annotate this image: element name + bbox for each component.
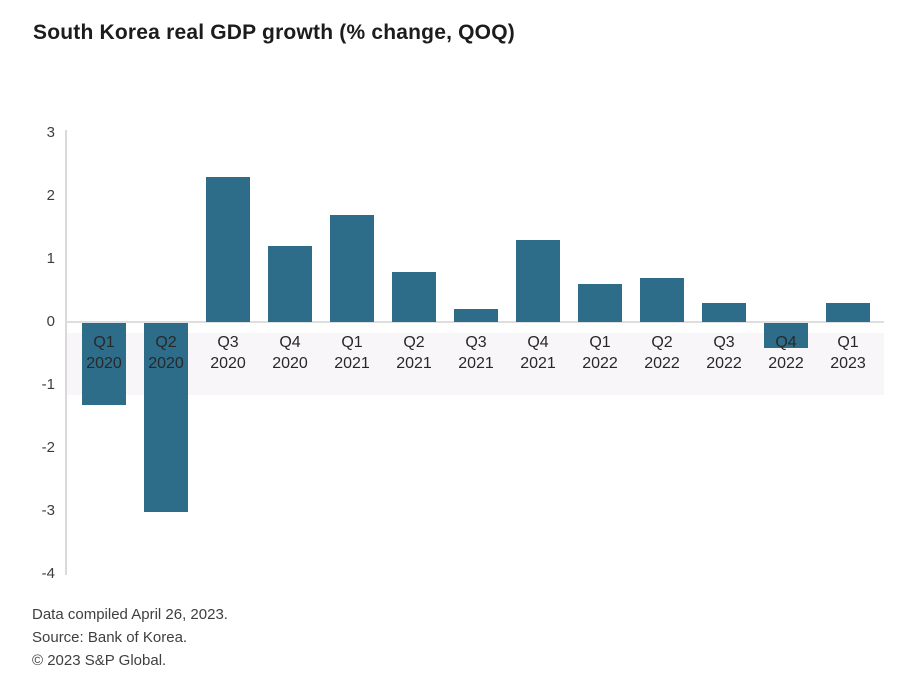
- chart-footer: Data compiled April 26, 2023. Source: Ba…: [32, 603, 228, 672]
- x-axis-label: Q1 2020: [73, 332, 135, 374]
- x-axis-label-year: 2022: [582, 355, 618, 372]
- x-axis-label-year: 2023: [830, 355, 866, 372]
- y-tick-label: 3: [46, 124, 55, 141]
- x-axis-label-quarter: Q2: [155, 334, 177, 351]
- x-axis-label: Q1 2022: [569, 332, 631, 374]
- x-axis-label: Q3 2021: [445, 332, 507, 374]
- bar-q1-2020: [82, 323, 126, 405]
- y-tick-label: -4: [41, 565, 55, 582]
- x-axis-label-year: 2022: [706, 355, 742, 372]
- plot-area: 3 2 1 0 -1 -2 -3 -4 Q1 2020 Q2 2020 Q3 2020 Q4 2020 Q1 20…: [42, 124, 885, 588]
- x-axis-label-year: 2022: [768, 355, 804, 372]
- bar-q1-2021: [330, 214, 374, 322]
- footnote-compiled: Data compiled April 26, 2023.: [32, 606, 228, 623]
- x-axis-label: Q4 2021: [507, 332, 569, 374]
- x-axis-label: Q1 2021: [321, 332, 383, 374]
- bar-q2-2020: [144, 323, 188, 512]
- y-tick-label: 1: [46, 250, 55, 267]
- x-axis-label: Q4 2020: [259, 332, 321, 374]
- bar-q4-2020: [268, 246, 312, 322]
- x-axis-label: Q2 2022: [631, 332, 693, 374]
- x-axis-label-quarter: Q4: [279, 334, 301, 351]
- y-tick-label: -1: [41, 376, 55, 393]
- x-axis-label: Q2 2021: [383, 332, 445, 374]
- y-axis-line: [65, 130, 67, 575]
- x-axis-label-year: 2021: [520, 355, 556, 372]
- x-axis-label-quarter: Q1: [93, 334, 115, 351]
- bar-q1-2022: [578, 284, 622, 322]
- x-axis-label-quarter: Q4: [527, 334, 549, 351]
- x-axis-label-quarter: Q1: [341, 334, 363, 351]
- x-axis-label-quarter: Q1: [589, 334, 611, 351]
- x-axis-label: Q4 2022: [755, 332, 817, 374]
- y-tick-label: -2: [41, 439, 55, 456]
- y-tick-label: 0: [46, 313, 55, 330]
- x-label-background-band: [67, 333, 884, 395]
- x-axis-label-quarter: Q4: [775, 334, 797, 351]
- x-axis-label-year: 2020: [148, 355, 184, 372]
- x-axis-label-quarter: Q3: [713, 334, 735, 351]
- x-axis-label-quarter: Q3: [217, 334, 239, 351]
- x-axis-label-quarter: Q2: [651, 334, 673, 351]
- x-axis-label-year: 2020: [272, 355, 308, 372]
- bar-q3-2022: [702, 303, 746, 322]
- x-axis-label-quarter: Q3: [465, 334, 487, 351]
- footnote-copyright: © 2023 S&P Global.: [32, 652, 167, 669]
- y-tick-label: 2: [46, 187, 55, 204]
- bar-q1-2023: [826, 303, 870, 322]
- x-axis-label: Q3 2022: [693, 332, 755, 374]
- x-axis-label-year: 2021: [334, 355, 370, 372]
- x-axis-label-year: 2020: [86, 355, 122, 372]
- zero-gridline: [65, 321, 884, 323]
- bar-q2-2022: [640, 277, 684, 322]
- x-axis-label-year: 2022: [644, 355, 680, 372]
- bar-q4-2022: [764, 323, 808, 349]
- bar-q3-2020: [206, 177, 250, 322]
- bar-q3-2021: [454, 309, 498, 322]
- x-axis-label-quarter: Q2: [403, 334, 425, 351]
- bar-q2-2021: [392, 271, 436, 322]
- x-axis-label: Q2 2020: [135, 332, 197, 374]
- x-axis-label: Q3 2020: [197, 332, 259, 374]
- x-axis-label-year: 2020: [210, 355, 246, 372]
- bar-q4-2021: [516, 240, 560, 322]
- x-axis-label: Q1 2023: [817, 332, 879, 374]
- x-axis-label-year: 2021: [458, 355, 494, 372]
- footnote-source: Source: Bank of Korea.: [32, 629, 188, 646]
- x-axis-label-quarter: Q1: [837, 334, 859, 351]
- chart-title: South Korea real GDP growth (% change, Q…: [33, 21, 515, 44]
- y-tick-label: -3: [41, 502, 55, 519]
- x-axis-label-year: 2021: [396, 355, 432, 372]
